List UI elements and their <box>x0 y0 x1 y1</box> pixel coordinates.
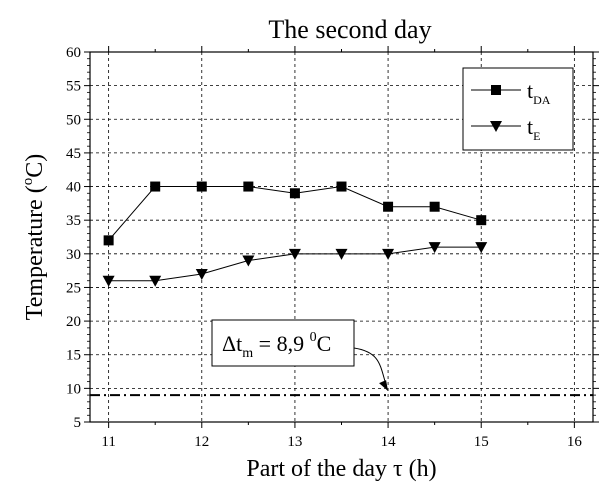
data-point <box>335 248 348 260</box>
y-tick-label: 55 <box>66 79 81 95</box>
y-axis-label: Temperature (oC) <box>20 154 48 320</box>
annotation-box <box>211 319 355 367</box>
legend-label-main: t <box>527 78 533 103</box>
data-point <box>289 188 300 199</box>
data-point <box>476 215 487 226</box>
annotation-value: = 8,9 <box>253 331 309 356</box>
data-point <box>475 242 488 254</box>
y-tick-label: 20 <box>66 314 81 330</box>
data-point <box>243 181 254 192</box>
axis-ticks <box>84 46 599 428</box>
y-tick-label: 5 <box>74 415 82 431</box>
data-point <box>382 248 395 260</box>
y-tick-label: 30 <box>66 247 81 263</box>
legend-box <box>462 67 574 151</box>
tick-labels: 11 12 13 14 15 16 5 10 15 20 25 30 35 40 45 50 55 60 <box>66 45 582 450</box>
legend-label: tDA <box>527 78 551 107</box>
x-axis-label: Part of the day τ (h) <box>246 456 436 482</box>
x-tick-label: 13 <box>287 434 302 450</box>
y-tick-label: 10 <box>66 381 81 397</box>
y-tick-label: 25 <box>66 280 81 296</box>
x-tick-label: 14 <box>381 434 397 450</box>
x-tick-label: 12 <box>194 434 209 450</box>
legend-marker <box>491 85 501 95</box>
data-point <box>336 181 347 192</box>
annotation-unit: C <box>317 331 332 356</box>
annotation-arrowhead <box>379 380 389 392</box>
data-point <box>383 201 394 212</box>
y-tick-label: 35 <box>66 213 81 229</box>
data-point <box>288 248 301 260</box>
y-axis-label-main: Temperature ( <box>22 185 48 320</box>
legend-label-main: t <box>527 114 533 139</box>
y-tick-label: 15 <box>66 348 81 364</box>
annotation-prefix: Δt <box>222 331 242 356</box>
legend-label-sub: DA <box>533 93 551 107</box>
x-tick-label: 16 <box>567 434 583 450</box>
x-tick-label: 15 <box>474 434 489 450</box>
data-point <box>103 235 114 246</box>
data-point <box>102 275 115 287</box>
legend-marker <box>490 121 502 132</box>
data-point <box>429 201 440 212</box>
annotation-text: Δtm = 8,9 0C <box>222 330 331 361</box>
y-axis-label-sup: o <box>20 178 36 186</box>
legend-label: tE <box>527 114 540 143</box>
series-group <box>102 181 488 287</box>
annotation-sup: 0 <box>310 330 317 345</box>
data-point <box>195 269 208 280</box>
y-tick-label: 40 <box>66 180 81 196</box>
data-point <box>428 242 441 254</box>
legend-label-sub: E <box>533 129 540 143</box>
y-axis-label-unit: C) <box>22 154 48 178</box>
data-point <box>196 181 207 192</box>
series-tda <box>103 181 487 246</box>
series-te <box>102 242 488 287</box>
data-point <box>149 275 162 287</box>
chart-title: The second day <box>268 15 431 44</box>
y-tick-label: 60 <box>66 45 81 61</box>
annotation-arrow <box>353 347 387 386</box>
y-tick-label: 45 <box>66 146 81 162</box>
data-point <box>150 181 161 192</box>
x-tick-label: 11 <box>101 434 115 450</box>
annotation: Δtm = 8,9 0C <box>211 319 389 392</box>
y-tick-label: 50 <box>66 112 81 128</box>
annotation-sub: m <box>242 346 253 361</box>
data-point <box>242 255 255 267</box>
